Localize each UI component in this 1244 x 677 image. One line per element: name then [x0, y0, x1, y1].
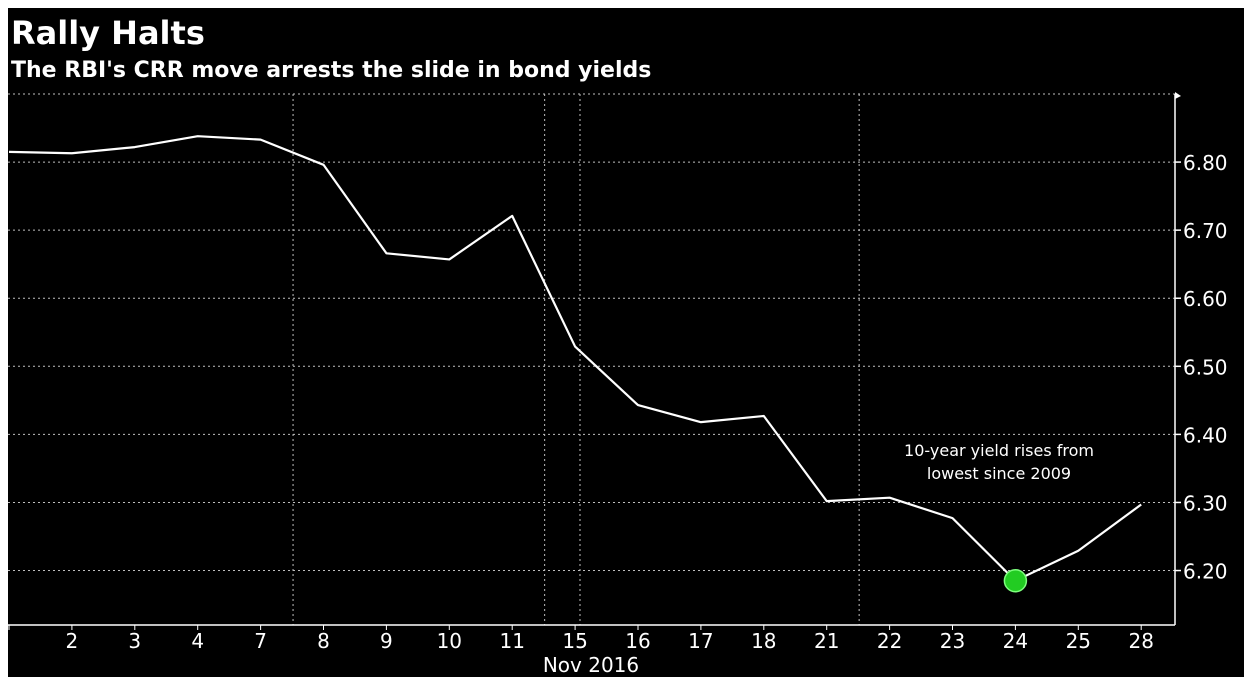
x-tick-label: 18: [751, 629, 776, 653]
series-line: [8, 135, 1142, 582]
y-tick-label: 6.50: [1183, 355, 1228, 379]
y-tick-label: 6.20: [1183, 560, 1228, 584]
chart-panel: Rally Halts The RBI's CRR move arrests t…: [8, 8, 1244, 677]
x-tick-label: 15: [562, 629, 587, 653]
annotation-layer: 10-year yield rises from lowest since 200…: [904, 441, 1094, 593]
y-axis-arrow: [1175, 92, 1181, 99]
x-tick-label: 10: [437, 629, 462, 653]
y-tick-label: 6.40: [1183, 423, 1228, 447]
y-tick-label: 6.30: [1183, 491, 1228, 515]
x-tick-label: 9: [380, 629, 393, 653]
x-tick-label: 7: [254, 629, 267, 653]
x-tick-label: 21: [814, 629, 839, 653]
chart-title: Rally Halts: [11, 14, 205, 52]
x-tick-label: 25: [1066, 629, 1091, 653]
x-tick-label: 22: [877, 629, 902, 653]
tick-labels: 6.206.306.406.506.606.706.802 3 4 7 8 9 10 11 15…: [66, 151, 1228, 677]
x-axis-label: Nov 2016: [543, 653, 639, 677]
y-tick-label: 6.70: [1183, 219, 1228, 243]
y-tick-label: 6.80: [1183, 151, 1228, 175]
x-tick-label: 3: [128, 629, 141, 653]
annotation-text: 10-year yield rises from: [904, 441, 1094, 460]
x-tick-label: 4: [191, 629, 204, 653]
x-tick-label: 11: [499, 629, 524, 653]
low-point-marker: [1003, 569, 1028, 593]
x-tick-label: 16: [625, 629, 650, 653]
x-tick-label: 2: [66, 629, 79, 653]
x-tick-label: 24: [1003, 629, 1028, 653]
line-chart: 6.206.306.406.506.606.706.802 3 4 7 8 9 10 11 15…: [8, 92, 1228, 677]
x-tick-label: 23: [940, 629, 965, 653]
chart-subtitle: The RBI's CRR move arrests the slide in …: [11, 58, 652, 83]
grid-lines: [8, 93, 1175, 625]
y-tick-label: 6.60: [1183, 287, 1228, 311]
x-tick-label: 28: [1128, 629, 1153, 653]
x-tick-label: 17: [688, 629, 713, 653]
axes: [8, 92, 1181, 630]
series-layer: [8, 135, 1142, 582]
annotation-text: lowest since 2009: [927, 464, 1071, 483]
x-tick-label: 8: [317, 629, 330, 653]
